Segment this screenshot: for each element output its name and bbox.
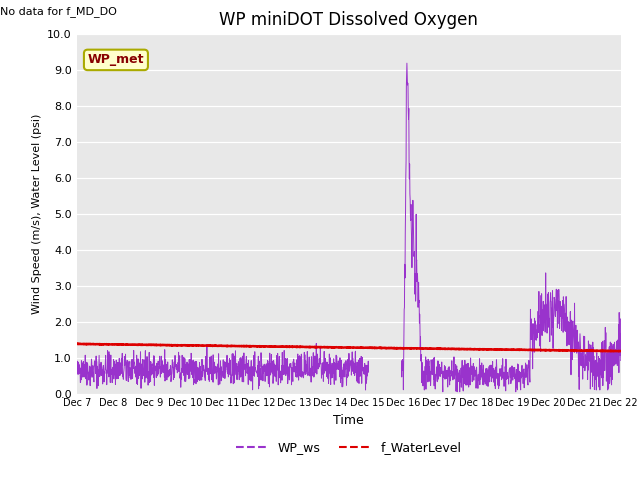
WP_ws (337, 358, 345, 363)
Text: WP_met: WP_met (88, 53, 144, 66)
Legend: WP_ws, f_WaterLevel: WP_ws, f_WaterLevel (231, 436, 467, 459)
f_WaterLevel (101, 341, 109, 347)
Text: No data for f_MD_DO: No data for f_MD_DO (1, 6, 117, 17)
f_WaterLevel (323, 344, 331, 350)
Y-axis label: Wind Speed (m/s), Water Level (psi): Wind Speed (m/s), Water Level (psi) (32, 113, 42, 314)
WP_ws (100, 369, 108, 374)
WP_ws (617, 358, 625, 363)
Title: WP miniDOT Dissolved Oxygen: WP miniDOT Dissolved Oxygen (220, 11, 478, 29)
WP_ws (323, 362, 331, 368)
f_WaterLevel (502, 347, 509, 352)
Line: f_WaterLevel: f_WaterLevel (77, 344, 621, 351)
Line: WP_ws: WP_ws (77, 63, 621, 392)
X-axis label: Time: Time (333, 414, 364, 427)
WP_ws (602, 324, 609, 330)
f_WaterLevel (338, 345, 346, 350)
f_WaterLevel (614, 348, 622, 354)
f_WaterLevel (73, 341, 81, 347)
WP_ws (601, 352, 609, 358)
WP_ws (502, 366, 509, 372)
f_WaterLevel (602, 348, 609, 354)
f_WaterLevel (601, 348, 609, 354)
f_WaterLevel (617, 348, 625, 354)
f_WaterLevel (75, 341, 83, 347)
WP_ws (73, 364, 81, 370)
